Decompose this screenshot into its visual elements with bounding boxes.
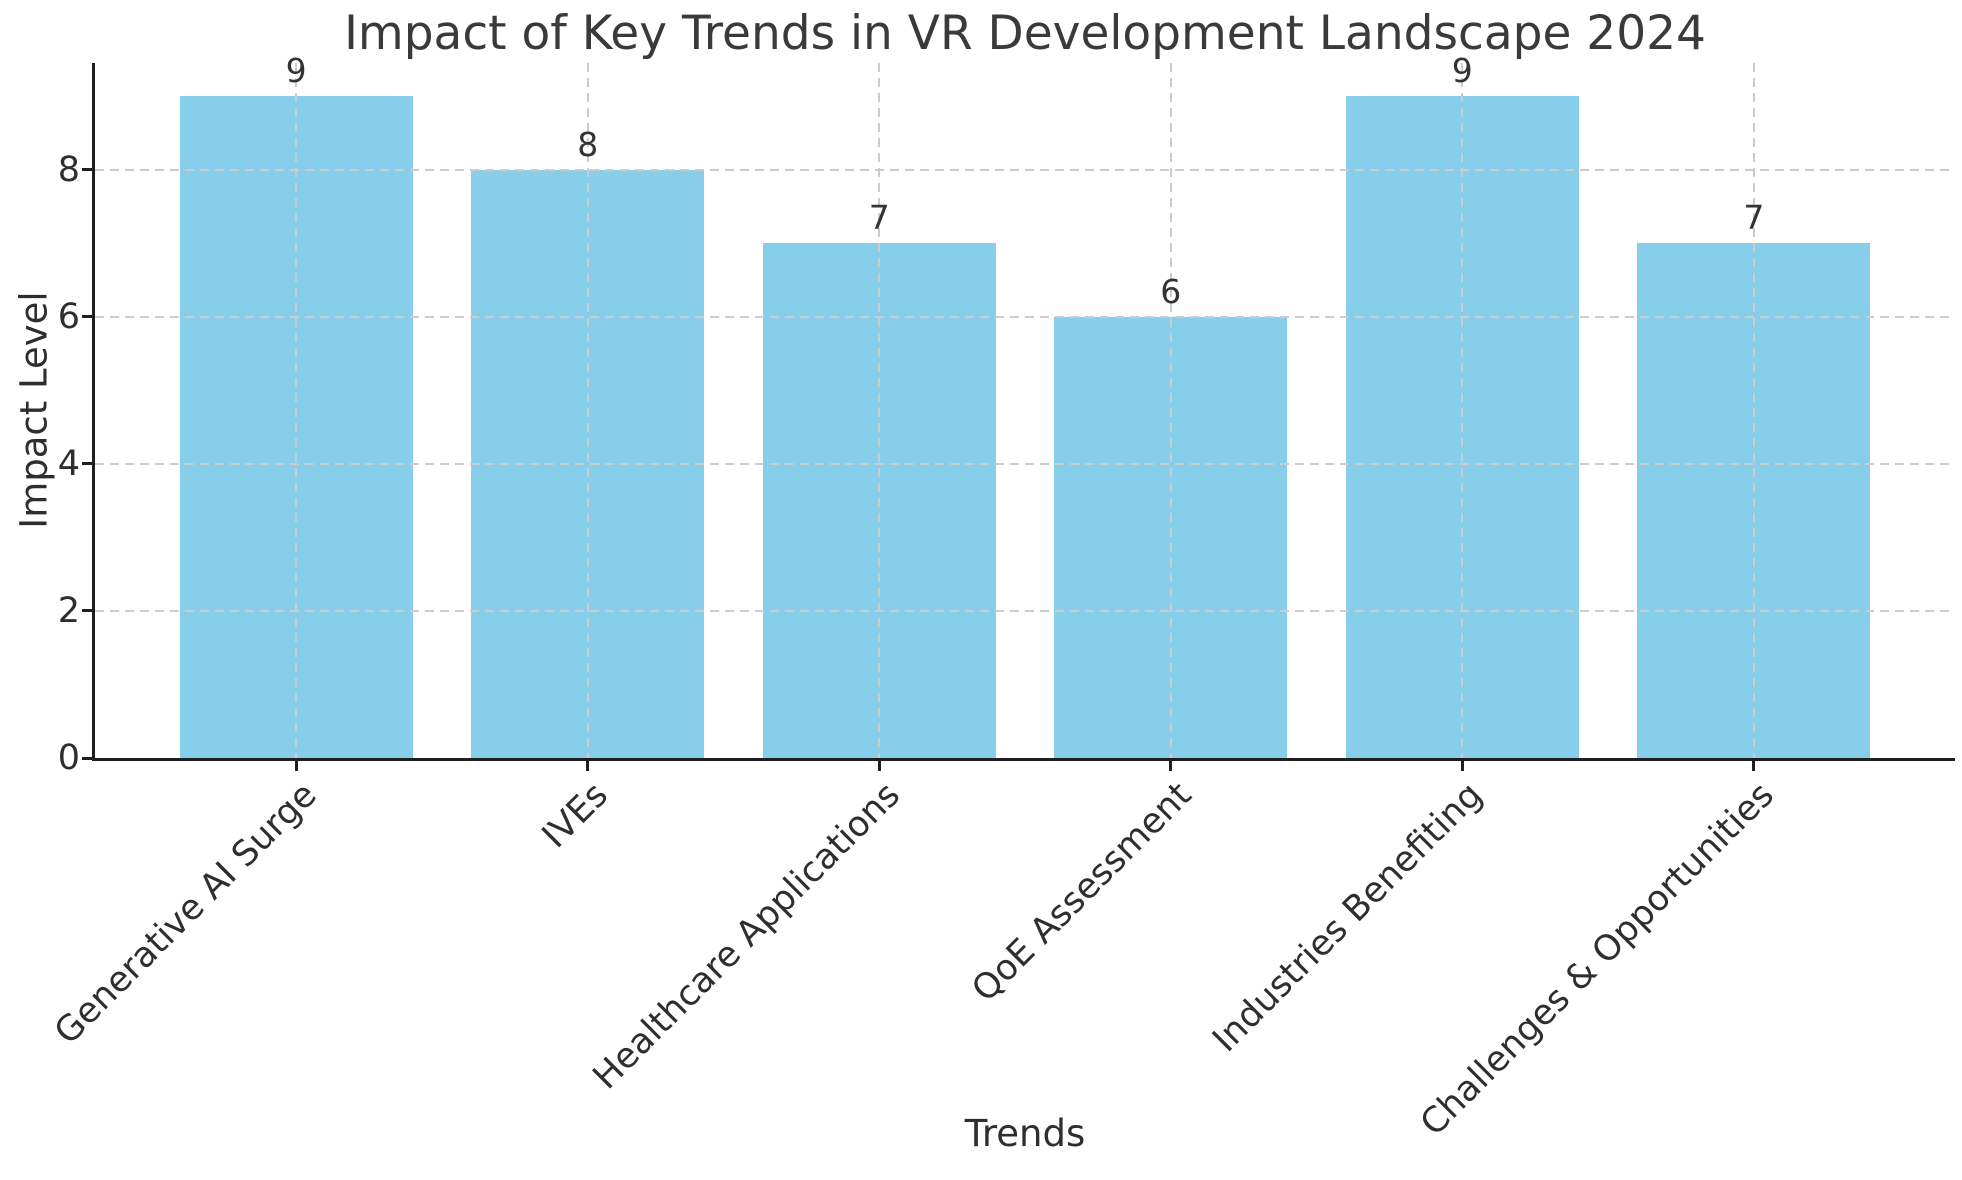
x-tick-mark-4	[1169, 761, 1173, 771]
x-tick-label-1: Generative AI Surge	[47, 775, 325, 1053]
y-tick-label-8: 8	[57, 149, 80, 190]
x-tick-mark-5	[1460, 761, 1464, 771]
bar-value-label-2: 8	[577, 124, 599, 164]
gridline-y-8	[95, 168, 1955, 171]
bar-value-label-1: 9	[285, 51, 307, 91]
gridline-y-4	[95, 462, 1955, 465]
y-tick-mark-4	[82, 462, 92, 466]
gridline-x-5	[1461, 63, 1464, 758]
y-tick-label-0: 0	[57, 738, 80, 778]
gridline-x-4	[1169, 63, 1172, 758]
chart-title: Impact of Key Trends in VR Development L…	[344, 6, 1706, 61]
gridline-x-1	[295, 63, 298, 758]
x-axis-label: Trends	[964, 1112, 1086, 1155]
y-tick-mark-8	[82, 168, 92, 172]
bar-value-label-4: 6	[1160, 271, 1182, 311]
gridline-x-6	[1752, 63, 1755, 758]
x-tick-mark-6	[1752, 761, 1756, 771]
bar-value-label-3: 7	[868, 198, 890, 238]
y-tick-mark-2	[82, 609, 92, 613]
x-tick-label-5: Industries Benefiting	[1205, 775, 1491, 1060]
gridline-x-3	[878, 63, 881, 758]
bar-value-label-5: 9	[1451, 51, 1473, 91]
gridline-y-2	[95, 609, 1955, 612]
x-tick-label-6: Challenges & Opportunities	[1413, 775, 1783, 1144]
x-tick-label-4: QoE Assessment	[964, 775, 1200, 1010]
gridline-y-6	[95, 315, 1955, 318]
y-tick-mark-0	[82, 756, 92, 760]
y-tick-label-4: 4	[57, 443, 80, 484]
x-tick-mark-3	[877, 761, 881, 771]
x-tick-mark-1	[294, 761, 298, 771]
y-tick-label-2: 2	[57, 590, 80, 631]
bar-value-label-6: 7	[1743, 198, 1765, 238]
y-axis-label: Impact Level	[12, 291, 56, 529]
x-tick-label-2: IVEs	[534, 775, 616, 857]
y-tick-mark-6	[82, 315, 92, 319]
x-tick-mark-2	[586, 761, 590, 771]
plot-area: 0 2 4 6 8 Generative AI Surge 9 IVEs 8 Healthcare…	[47, 51, 1955, 1144]
x-tick-label-3: Healthcare Applications	[585, 775, 908, 1098]
y-tick-label-6: 6	[57, 296, 80, 337]
gridline-x-2	[586, 63, 589, 758]
